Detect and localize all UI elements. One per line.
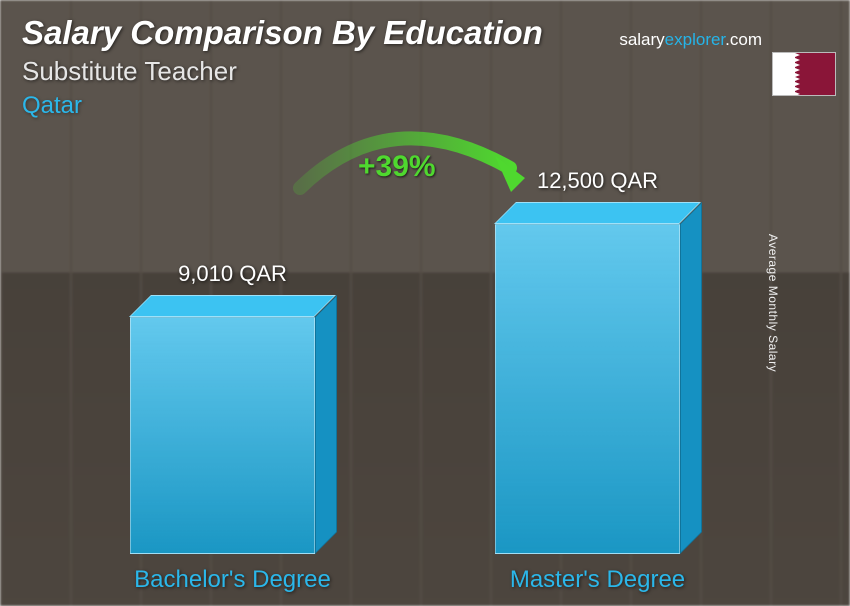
bar-chart: 9,010 QAR Bachelor's Degree 12,500 QAR Mast…: [0, 136, 850, 606]
bar-value-label: 9,010 QAR: [163, 261, 303, 287]
bar-value-label: 12,500 QAR: [528, 168, 668, 194]
bar-category-label: Master's Degree: [475, 566, 720, 594]
bar-0: [130, 317, 315, 554]
infographic-overlay: Salary Comparison By Education Substitut…: [0, 0, 850, 606]
bar-category-label: Bachelor's Degree: [110, 566, 355, 594]
bar-1: [495, 224, 680, 554]
